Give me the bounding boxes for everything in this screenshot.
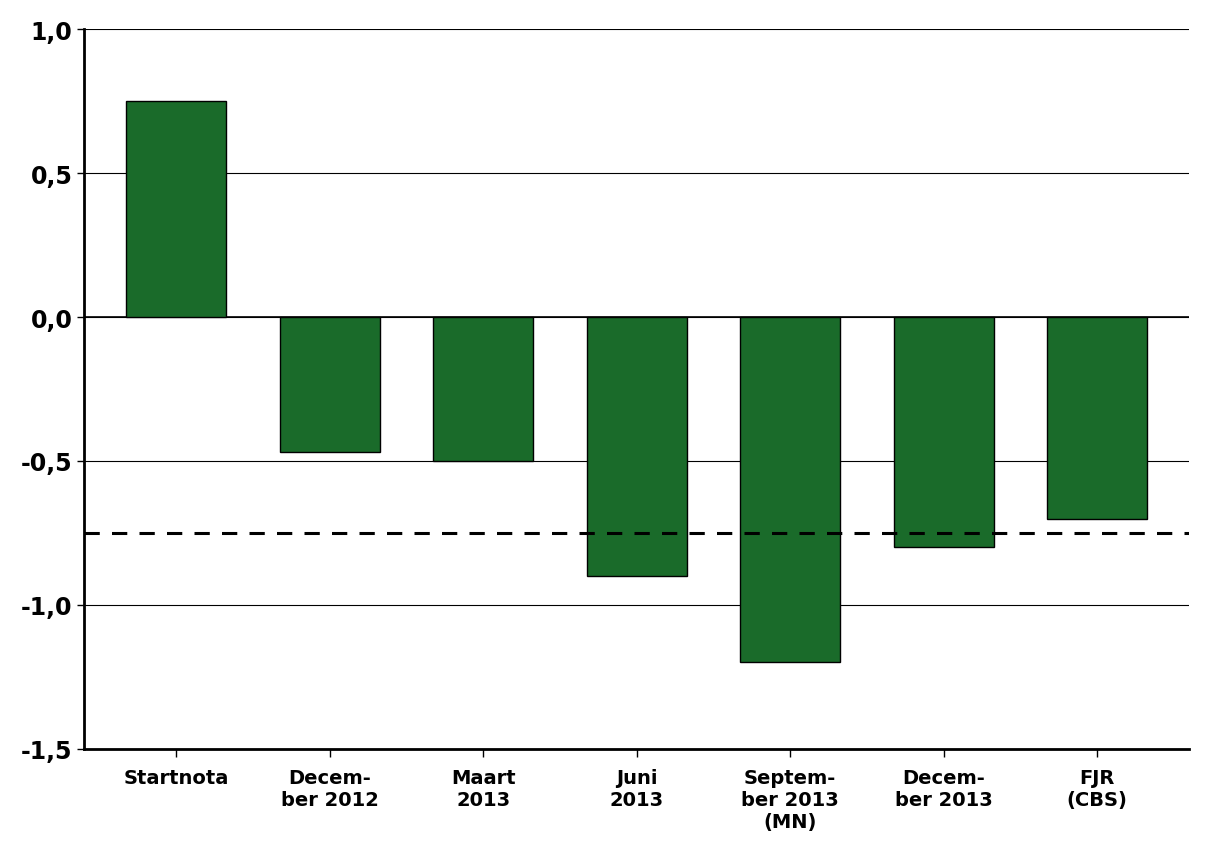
Bar <box>587 318 686 577</box>
Bar <box>741 318 840 663</box>
Bar <box>127 102 226 318</box>
Bar <box>433 318 534 462</box>
Bar <box>280 318 380 452</box>
Bar <box>1047 318 1147 519</box>
Bar <box>894 318 993 548</box>
